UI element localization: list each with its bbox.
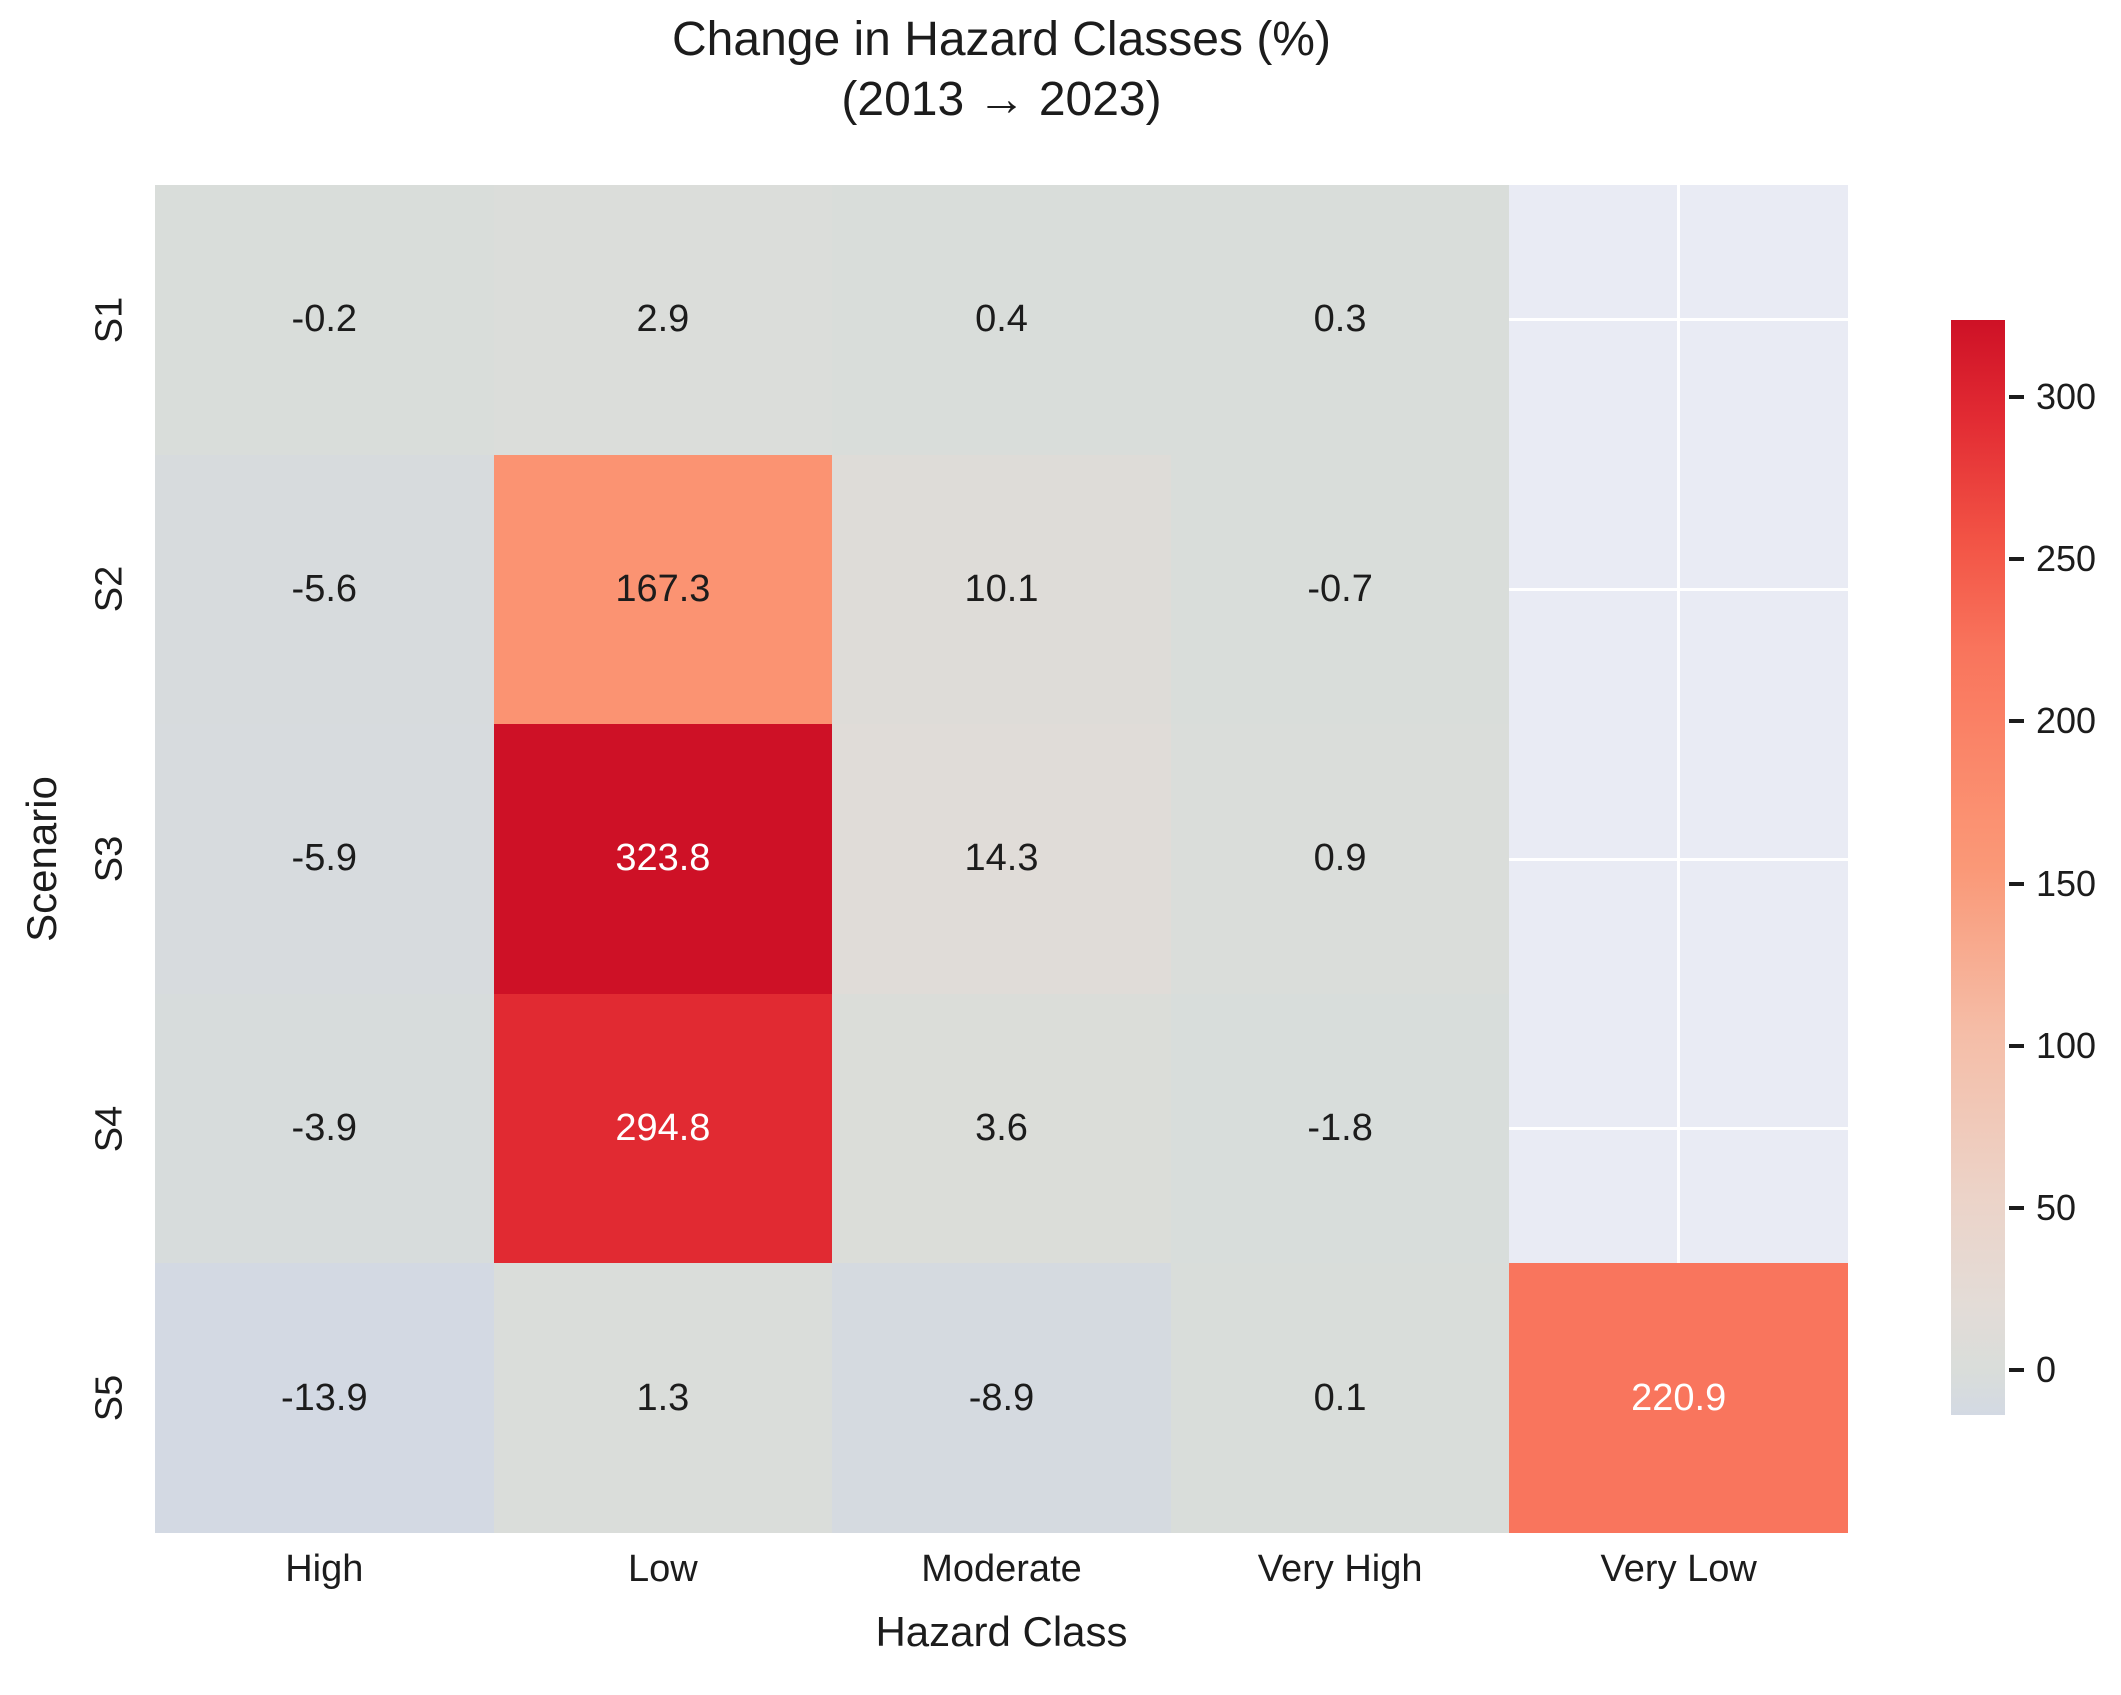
- x-tick-label: Low: [628, 1548, 698, 1590]
- cell-value: 14.3: [964, 837, 1039, 880]
- colorbar-tick-mark: [2009, 881, 2024, 886]
- heatmap-cell: [1509, 994, 1848, 1264]
- cell-value: 220.9: [1631, 1376, 1727, 1419]
- heatmap-cell: 0.4: [832, 185, 1171, 455]
- chart-title: Change in Hazard Classes (%) (2013 → 202…: [155, 10, 1848, 130]
- heatmap-cell: 0.3: [1170, 185, 1510, 455]
- chart-title-line2: (2013 → 2023): [841, 73, 1162, 126]
- cell-value: 1.3: [636, 1376, 690, 1419]
- heatmap-cell: [1509, 455, 1848, 725]
- heatmap-cell: 10.1: [832, 454, 1171, 725]
- heatmap-cell: -0.2: [155, 185, 494, 455]
- cell-value: -0.7: [1307, 567, 1373, 610]
- colorbar-tick-mark: [2009, 1367, 2024, 1372]
- cell-value: 294.8: [615, 1107, 711, 1150]
- cell-value: -5.6: [291, 567, 358, 610]
- colorbar-tick-mark: [2009, 1205, 2024, 1210]
- heatmap-cell: 2.9: [493, 185, 833, 455]
- heatmap-cell: -0.7: [1170, 454, 1510, 725]
- colorbar-tick-mark: [2009, 1043, 2024, 1048]
- heatmap-cell: -13.9: [155, 1263, 494, 1533]
- heatmap-cell: -3.9: [155, 993, 494, 1264]
- heatmap-cell: 323.8: [493, 724, 833, 994]
- cell-value: 0.3: [1313, 298, 1367, 341]
- heatmap-cell: [1509, 185, 1848, 455]
- colorbar-tick-mark: [2009, 557, 2024, 562]
- cell-value: -0.2: [291, 298, 358, 341]
- cell-value: 0.9: [1313, 837, 1367, 880]
- heatmap-cell: [1509, 724, 1848, 994]
- x-tick-label: High: [285, 1548, 364, 1590]
- heatmap-cell: 1.3: [493, 1263, 833, 1533]
- colorbar-tick-mark: [2009, 395, 2024, 400]
- cell-value: 323.8: [615, 837, 711, 880]
- heatmap-cell: 220.9: [1509, 1263, 1848, 1533]
- cell-value: 0.4: [975, 298, 1028, 341]
- heatmap-cell: 294.8: [493, 993, 833, 1264]
- heatmap-cell: 3.6: [832, 993, 1171, 1264]
- x-tick-label: Moderate: [921, 1548, 1082, 1590]
- heatmap-cell: -1.8: [1170, 993, 1510, 1264]
- colorbar: [1951, 320, 2005, 1415]
- cell-value: -1.8: [1307, 1107, 1373, 1150]
- cell-value: 2.9: [636, 298, 690, 341]
- heatmap-cell: 0.1: [1170, 1263, 1510, 1533]
- x-tick-label: Very Low: [1600, 1548, 1757, 1590]
- x-tick-label: Very High: [1257, 1548, 1423, 1590]
- heatmap-cell: -5.6: [155, 454, 494, 725]
- heatmap-cell: 167.3: [493, 454, 833, 725]
- cell-value: -3.9: [291, 1107, 358, 1150]
- cell-value: 3.6: [975, 1107, 1028, 1150]
- cell-value: -8.9: [968, 1376, 1035, 1419]
- heatmap-cell: -8.9: [832, 1263, 1171, 1533]
- heatmap-cell: 0.9: [1170, 724, 1510, 994]
- x-axis-label: Hazard Class: [875, 1608, 1128, 1655]
- cell-value: -13.9: [280, 1376, 368, 1419]
- cell-value: 10.1: [964, 567, 1039, 610]
- colorbar-tick-mark: [2009, 719, 2024, 724]
- heatmap-cell: 14.3: [832, 724, 1171, 994]
- chart-title-line1: Change in Hazard Classes (%): [672, 13, 1331, 66]
- plot-area: -0.2 2.9 0.4 0.3 -5.6 167.3 10.1 -0.7 -5.9 323.8 1…: [155, 185, 1848, 1533]
- heatmap-cell: -5.9: [155, 724, 494, 994]
- cell-value: 0.1: [1313, 1376, 1367, 1419]
- cell-value: 167.3: [615, 567, 711, 610]
- cell-value: -5.9: [291, 837, 358, 880]
